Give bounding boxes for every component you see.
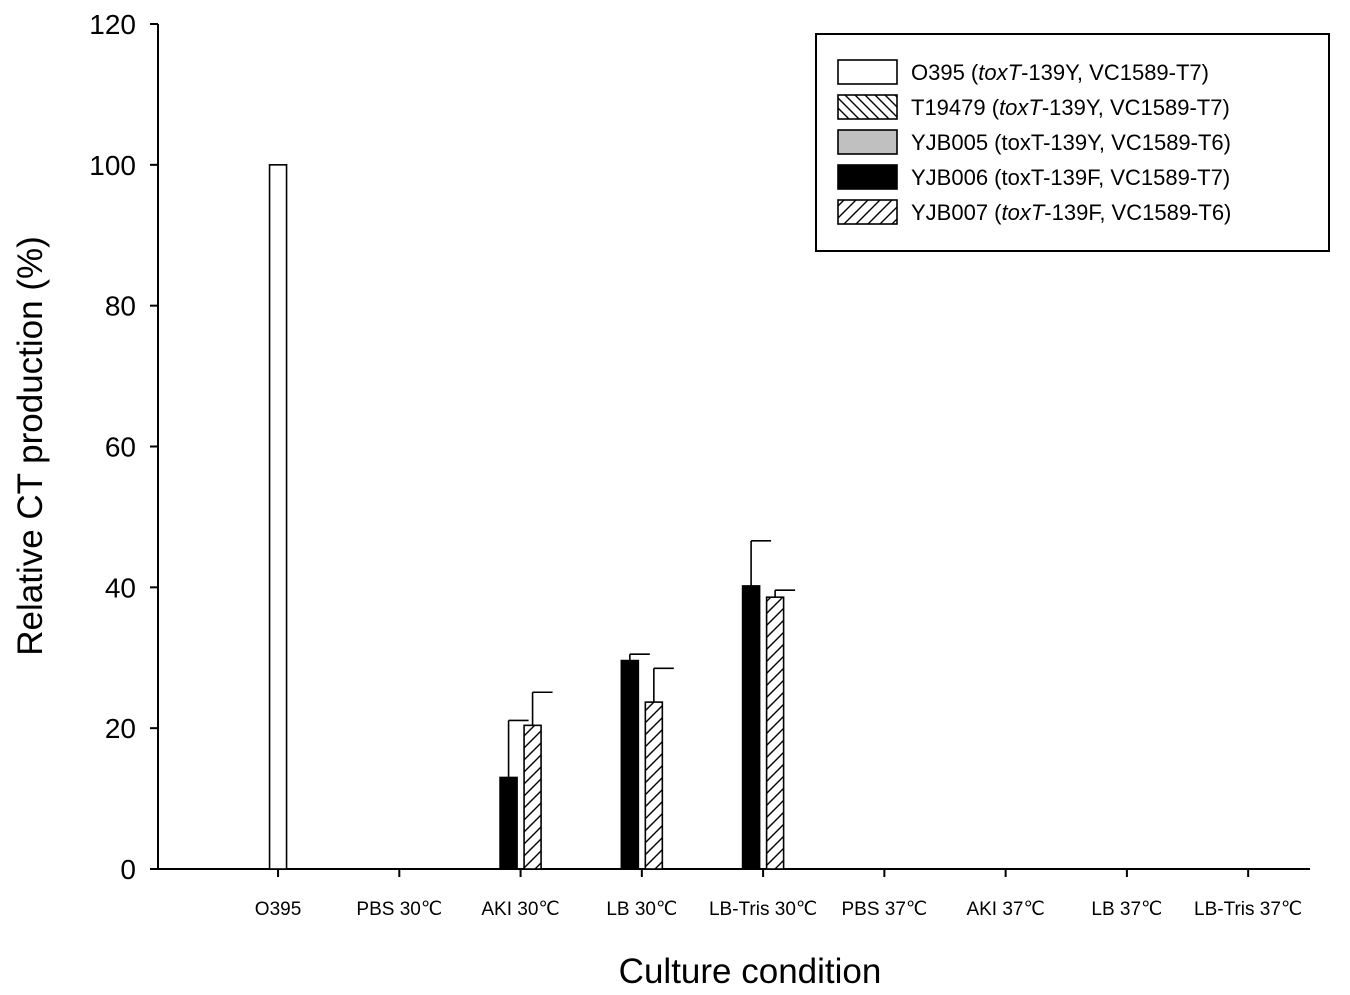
y-axis-title-text: Relative CT production (%) <box>11 236 50 656</box>
x-tick-label-8: LB-Tris 37℃ <box>1194 899 1302 920</box>
x-tick-label-5: PBS 37℃ <box>841 899 927 920</box>
legend-label-1: T19479 (toxT-139Y, VC1589-T7) <box>911 95 1230 120</box>
legend-frame <box>815 33 1330 252</box>
x-tick-label-2: AKI 30℃ <box>481 899 559 920</box>
x-tick-label-1: PBS 30℃ <box>356 899 442 920</box>
bar-3-2 <box>499 776 518 870</box>
legend-label-3: YJB006 (toxT-139F, VC1589-T7) <box>911 165 1230 190</box>
y-tick-label-1: 20 <box>105 713 136 744</box>
y-tick-label-2: 40 <box>105 572 136 603</box>
x-tick-label-3: LB 30℃ <box>606 899 677 920</box>
legend-swatch-2 <box>837 129 898 155</box>
legend-swatch-3 <box>837 164 898 190</box>
y-tick-label-3: 60 <box>105 432 136 463</box>
bar-3-3 <box>620 659 640 870</box>
legend-swatch-1 <box>837 94 898 120</box>
x-tick-label-0: O395 <box>255 899 301 920</box>
bar-4-2 <box>523 724 542 870</box>
x-axis-title: Culture condition <box>619 952 882 991</box>
plot-area: 0 20 40 60 80 100 120 O395 PBS 30℃ AKI 30℃ LB 30℃ L… <box>89 9 1310 920</box>
y-tick-label-5: 100 <box>89 150 136 181</box>
bar-4-3 <box>644 701 664 870</box>
x-tick-label-6: AKI 37℃ <box>966 899 1044 920</box>
legend-label-2: YJB005 (toxT-139Y, VC1589-T6) <box>911 130 1231 155</box>
y-axis-title: Relative CT production (%) <box>11 236 50 656</box>
legend-swatch-4 <box>837 199 898 225</box>
x-tick-label-4: LB-Tris 30℃ <box>709 899 817 920</box>
legend: O395 (toxT-139Y, VC1589-T7) T19479 (toxT-… <box>815 33 1330 252</box>
legend-items: O395 (toxT-139Y, VC1589-T7) T19479 (toxT-… <box>837 59 1231 225</box>
y-tick-label-0: 0 <box>120 854 136 885</box>
bar-4-4 <box>765 596 785 870</box>
bar-0-0 <box>268 164 288 870</box>
y-tick-label-4: 80 <box>105 291 136 322</box>
legend-label-0: O395 (toxT-139Y, VC1589-T7) <box>911 60 1209 85</box>
legend-swatch-0 <box>837 59 898 85</box>
bar-3-4 <box>741 585 761 870</box>
y-tick-label-6: 120 <box>89 9 136 40</box>
x-tick-label-7: LB 37℃ <box>1091 899 1162 920</box>
legend-label-4: YJB007 (toxT-139F, VC1589-T6) <box>911 200 1231 225</box>
